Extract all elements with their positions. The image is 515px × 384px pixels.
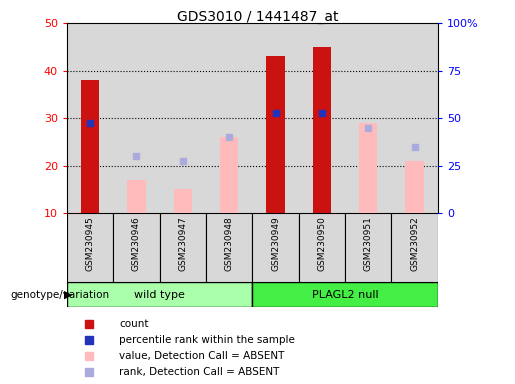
Bar [313,47,331,213]
Text: wild type: wild type [134,290,185,300]
Text: rank, Detection Call = ABSENT: rank, Detection Call = ABSENT [119,367,280,377]
Bar [391,213,438,282]
Text: percentile rank within the sample: percentile rank within the sample [119,335,296,345]
Bar [299,213,345,282]
Text: GDS3010 / 1441487_at: GDS3010 / 1441487_at [177,10,338,23]
Bar [113,23,160,213]
Text: value, Detection Call = ABSENT: value, Detection Call = ABSENT [119,351,285,361]
Bar [67,213,113,282]
Bar [252,213,299,282]
Bar [299,23,345,213]
Bar [127,180,146,213]
Bar [160,213,206,282]
Bar [405,161,424,213]
Bar [67,23,113,213]
Bar [81,80,99,213]
Text: GSM230951: GSM230951 [364,217,373,271]
Bar [174,189,192,213]
Bar [67,282,252,307]
Bar [345,23,391,213]
Text: GSM230945: GSM230945 [85,217,95,271]
Text: GSM230948: GSM230948 [225,217,234,271]
Text: GSM230950: GSM230950 [317,217,327,271]
Bar [220,137,238,213]
Bar [266,56,285,213]
Text: GSM230947: GSM230947 [178,217,187,271]
Text: GSM230946: GSM230946 [132,217,141,271]
Text: genotype/variation: genotype/variation [10,290,109,300]
Bar [160,23,206,213]
Text: count: count [119,319,149,329]
Bar [113,213,160,282]
Text: PLAGL2 null: PLAGL2 null [312,290,379,300]
Bar [391,23,438,213]
Text: GSM230952: GSM230952 [410,217,419,271]
Bar [345,213,391,282]
Bar [206,23,252,213]
Bar [252,23,299,213]
Bar [359,123,377,213]
Text: GSM230949: GSM230949 [271,217,280,271]
Text: ▶: ▶ [64,290,73,300]
Bar [252,282,438,307]
Bar [206,213,252,282]
